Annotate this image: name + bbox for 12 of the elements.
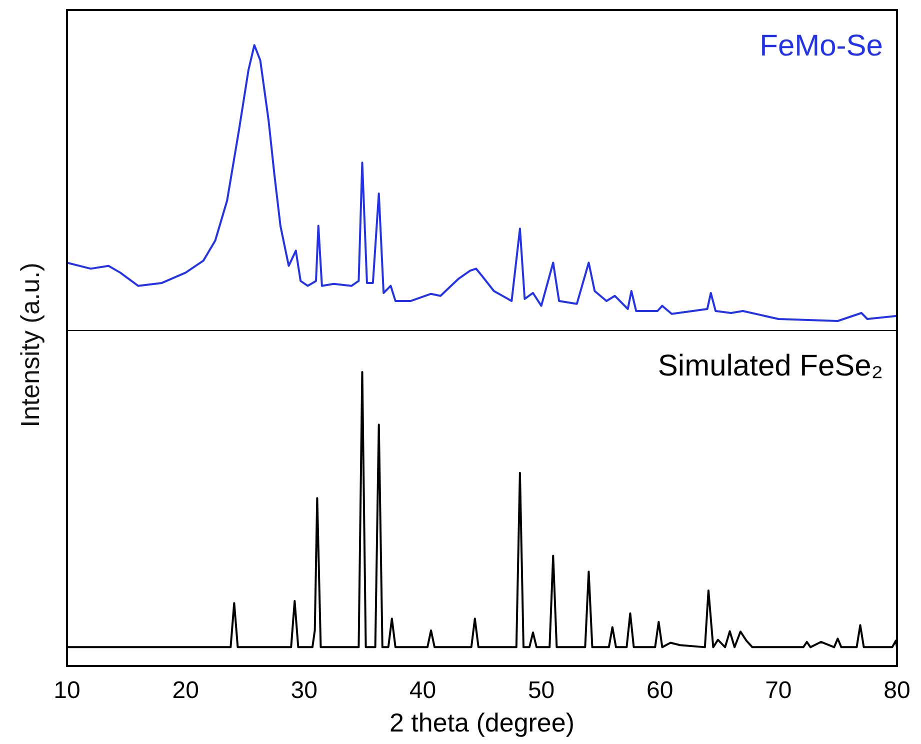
y-axis-title: Intensity (a.u.) bbox=[15, 262, 45, 430]
x-axis-title: 2 theta (degree) bbox=[389, 708, 575, 738]
x-tick-label: 20 bbox=[172, 677, 199, 704]
x-tick-label: 40 bbox=[409, 677, 436, 704]
text: Simulated FeSe₂ bbox=[658, 349, 883, 382]
x-tick-label: 70 bbox=[765, 677, 792, 704]
x-tick-label: 10 bbox=[54, 677, 80, 704]
x-tick-label: 80 bbox=[884, 677, 910, 704]
x-tick-label: 50 bbox=[528, 677, 555, 704]
text: FeMo-Se bbox=[760, 29, 883, 62]
x-tick-label: 60 bbox=[646, 677, 674, 704]
x-tick-label: 30 bbox=[290, 677, 318, 704]
